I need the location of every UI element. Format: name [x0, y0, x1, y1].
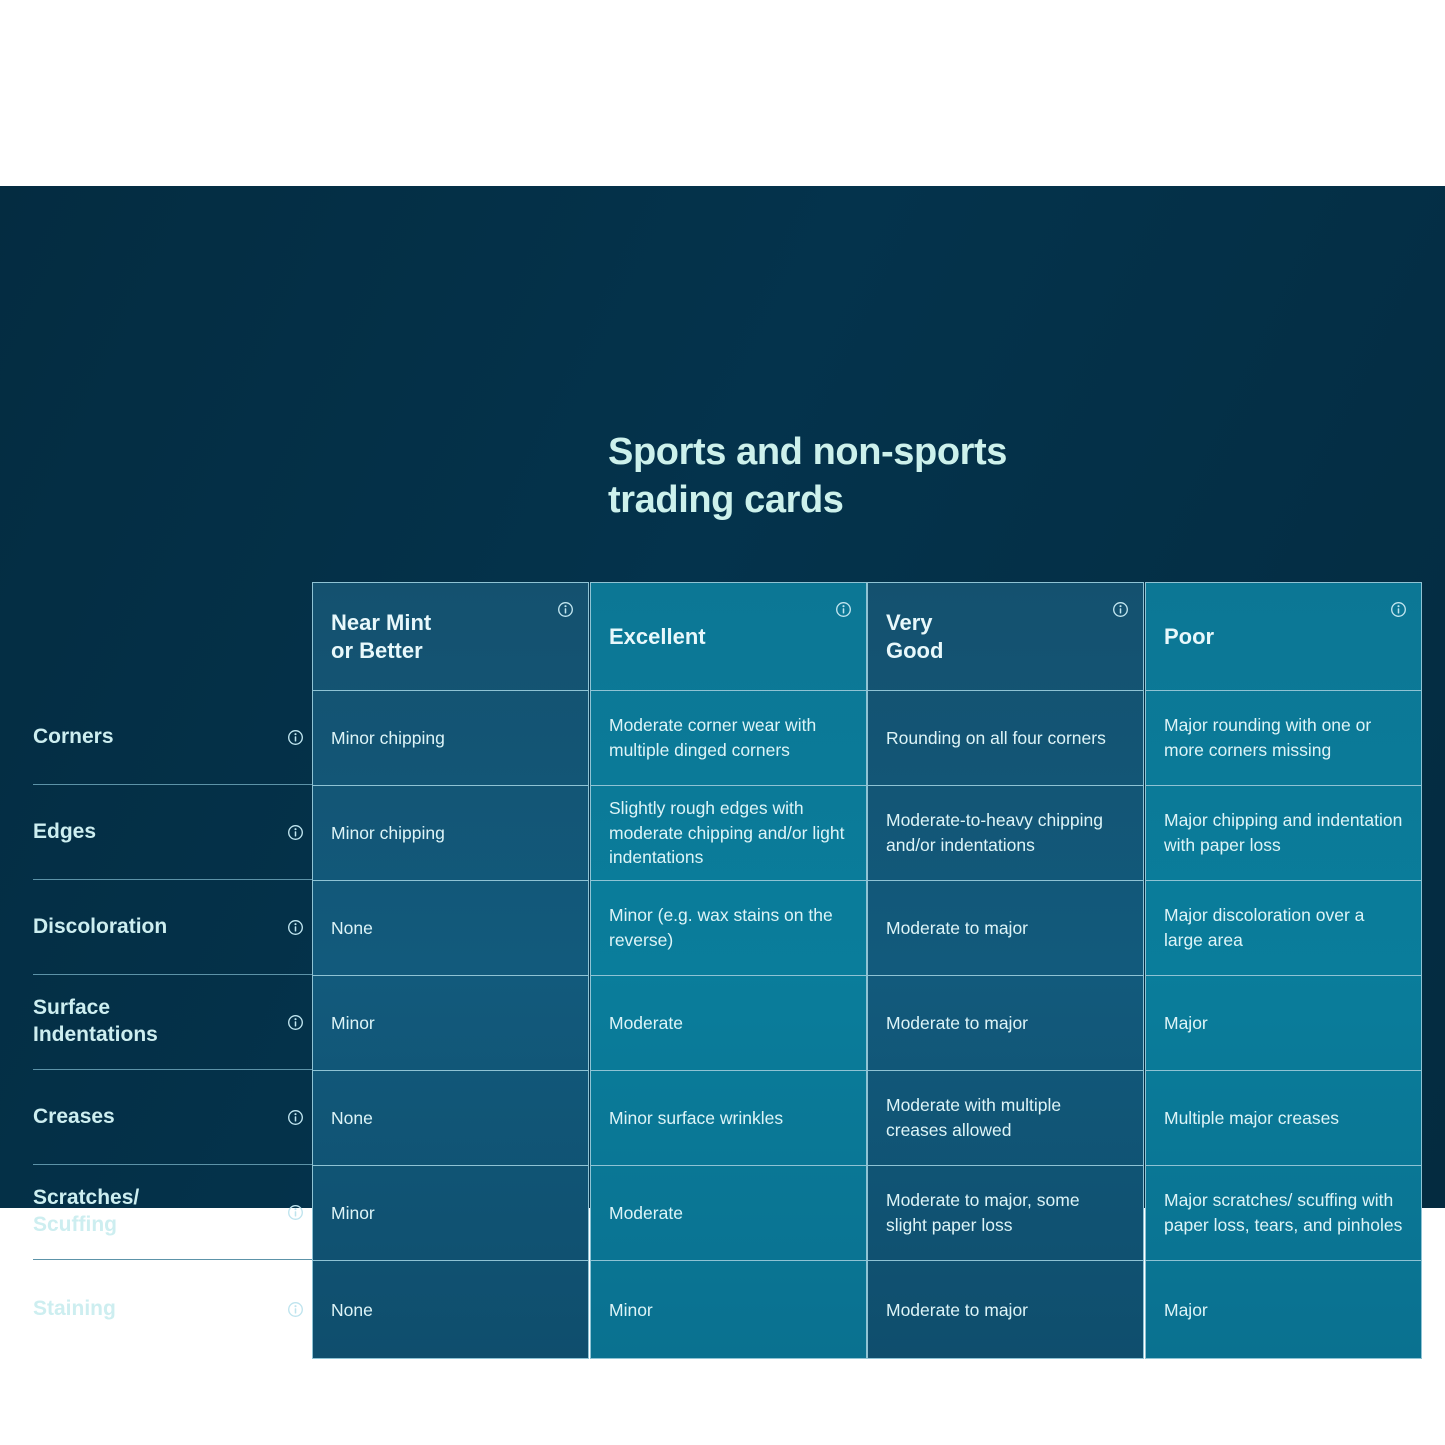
table-columns: Near Mint or Better Minor chipping Minor c… [312, 582, 1422, 1359]
table-cell: Moderate-to-heavy chipping and/or indent… [868, 786, 1143, 881]
table-cell-text: Slightly rough edges with moderate chipp… [609, 797, 845, 868]
table-cell-text: Major [1164, 1012, 1208, 1033]
row-header: Edges [33, 785, 312, 880]
table-cell: Moderate corner wear with multiple dinge… [591, 691, 866, 786]
info-icon[interactable] [287, 824, 304, 841]
table-cell: Multiple major creases [1146, 1071, 1421, 1166]
column-header: Near Mint or Better [313, 583, 588, 691]
table-cell-text: Major rounding with one or more corners … [1164, 715, 1372, 760]
grading-table: Corners Edges Discoloration Surface Indenta… [33, 582, 1422, 1359]
row-header-label: Staining [33, 1297, 116, 1321]
info-icon[interactable] [287, 919, 304, 936]
table-cell: None [313, 1261, 588, 1360]
grade-column: Excellent Moderate corner wear with multi… [590, 582, 867, 1359]
table-cell: Moderate to major [868, 881, 1143, 976]
row-label-column: Corners Edges Discoloration Surface Indenta… [33, 582, 312, 1359]
table-cell-text: Major chipping and indentation with pape… [1164, 810, 1403, 855]
table-cell: Major chipping and indentation with pape… [1146, 786, 1421, 881]
table-cell-text: Moderate [609, 1202, 683, 1223]
column-header: Excellent [591, 583, 866, 691]
column-header-label: Excellent [609, 623, 706, 649]
table-cell-text: Minor [609, 1300, 653, 1321]
table-cell-text: None [331, 1300, 373, 1321]
table-cell: Major rounding with one or more corners … [1146, 691, 1421, 786]
info-icon[interactable] [1390, 601, 1407, 618]
table-cell: Minor (e.g. wax stains on the reverse) [591, 881, 866, 976]
table-cell: Major [1146, 1261, 1421, 1360]
table-cell-text: Minor chipping [331, 727, 445, 748]
row-header-label: Scratches/ Scuffing [33, 1186, 140, 1236]
column-header: Poor [1146, 583, 1421, 691]
row-header-label: Discoloration [33, 914, 168, 938]
info-icon[interactable] [287, 1109, 304, 1126]
table-cell-text: None [331, 917, 373, 938]
table-cell: Minor chipping [313, 786, 588, 881]
table-cell: Moderate to major [868, 976, 1143, 1071]
table-cell-text: Moderate corner wear with multiple dinge… [609, 715, 817, 760]
table-cell-text: Moderate to major [886, 1300, 1029, 1321]
table-cell: Minor [313, 976, 588, 1071]
table-cell: Rounding on all four corners [868, 691, 1143, 786]
table-cell: Moderate [591, 976, 866, 1071]
grade-column: Poor Major rounding with one or more corn… [1145, 582, 1422, 1359]
table-cell-text: Moderate to major [886, 1012, 1029, 1033]
table-cell-text: None [331, 1107, 373, 1128]
table-cell-text: Major scratches/ scuffing with paper los… [1164, 1190, 1403, 1235]
table-cell-text: Major [1164, 1300, 1208, 1321]
table-cell-text: Moderate to major, some slight paper los… [886, 1190, 1080, 1235]
table-cell-text: Minor (e.g. wax stains on the reverse) [609, 905, 833, 950]
info-icon[interactable] [287, 1014, 304, 1031]
table-cell-text: Rounding on all four corners [886, 727, 1106, 748]
row-header: Staining [33, 1260, 312, 1359]
table-cell-text: Multiple major creases [1164, 1107, 1340, 1128]
grade-column: Near Mint or Better Minor chipping Minor c… [312, 582, 589, 1359]
column-header-label: Near Mint or Better [331, 609, 432, 663]
row-header: Corners [33, 690, 312, 785]
row-header: Discoloration [33, 880, 312, 975]
table-cell-text: Moderate [609, 1012, 683, 1033]
table-cell-text: Major discoloration over a large area [1164, 905, 1365, 950]
row-header-label: Corners [33, 724, 114, 748]
row-header-label: Creases [33, 1104, 115, 1128]
info-icon[interactable] [287, 1301, 304, 1318]
row-header: Surface Indentations [33, 975, 312, 1070]
column-header-label: Very Good [886, 609, 944, 663]
info-icon[interactable] [557, 601, 574, 618]
info-icon[interactable] [1112, 601, 1129, 618]
condition-grading-panel: Sports and non-sports trading cards Corn… [0, 186, 1445, 1359]
table-cell-text: Minor [331, 1012, 375, 1033]
column-header: Very Good [868, 583, 1143, 691]
info-icon[interactable] [835, 601, 852, 618]
table-cell: Minor [313, 1166, 588, 1261]
grade-column: Very Good Rounding on all four corners Mod… [867, 582, 1144, 1359]
table-cell: Moderate [591, 1166, 866, 1261]
row-header: Scratches/ Scuffing [33, 1165, 312, 1260]
column-header-label: Poor [1164, 623, 1215, 649]
table-cell: Moderate with multiple creases allowed [868, 1071, 1143, 1166]
table-cell-text: Minor [331, 1202, 375, 1223]
table-cell: Slightly rough edges with moderate chipp… [591, 786, 866, 881]
table-cell: Minor chipping [313, 691, 588, 786]
table-cell: Moderate to major [868, 1261, 1143, 1360]
table-cell: Major [1146, 976, 1421, 1071]
info-icon[interactable] [287, 1204, 304, 1221]
table-cell: Moderate to major, some slight paper los… [868, 1166, 1143, 1261]
table-cell-text: Minor surface wrinkles [609, 1107, 784, 1128]
page-title: Sports and non-sports trading cards [608, 431, 1008, 521]
table-cell: None [313, 881, 588, 976]
table-cell-text: Moderate to major [886, 917, 1029, 938]
table-cell-text: Moderate with multiple creases allowed [886, 1095, 1062, 1140]
table-cell: Minor [591, 1261, 866, 1360]
table-cell: Minor surface wrinkles [591, 1071, 866, 1166]
table-cell-text: Moderate-to-heavy chipping and/or indent… [886, 810, 1103, 855]
info-icon[interactable] [287, 729, 304, 746]
row-header-label: Surface Indentations [33, 996, 158, 1046]
table-cell: Major discoloration over a large area [1146, 881, 1421, 976]
table-cell: None [313, 1071, 588, 1166]
table-cell-text: Minor chipping [331, 822, 445, 843]
row-header-label: Edges [33, 819, 97, 843]
row-header: Creases [33, 1070, 312, 1165]
table-cell: Major scratches/ scuffing with paper los… [1146, 1166, 1421, 1261]
